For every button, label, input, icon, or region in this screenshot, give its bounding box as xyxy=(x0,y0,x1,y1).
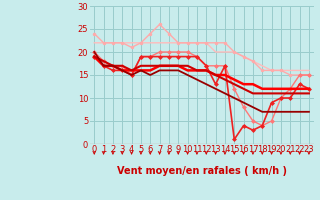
X-axis label: Vent moyen/en rafales ( km/h ): Vent moyen/en rafales ( km/h ) xyxy=(116,165,287,176)
